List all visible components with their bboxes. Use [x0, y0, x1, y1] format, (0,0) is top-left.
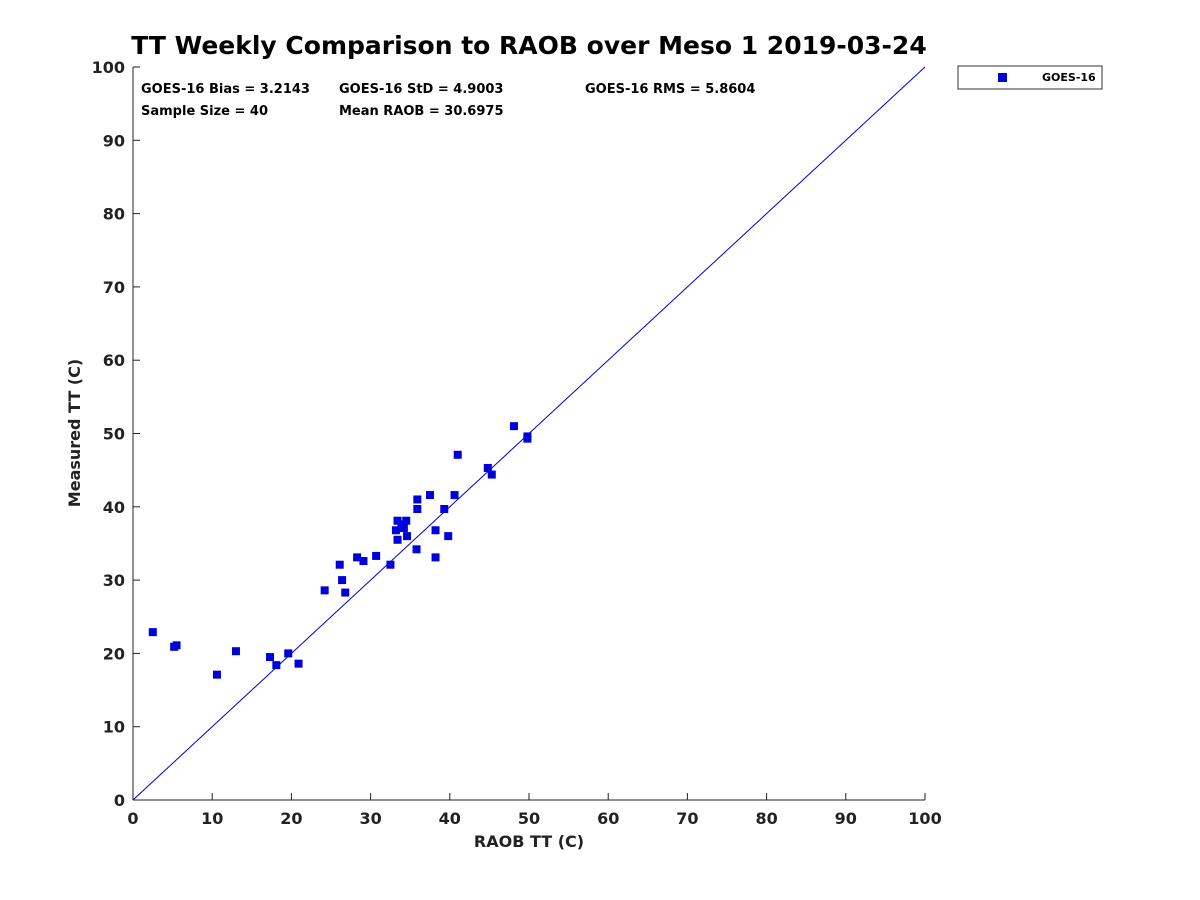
data-point — [398, 521, 407, 530]
x-tick-label: 50 — [518, 809, 540, 828]
y-tick-label: 80 — [103, 205, 125, 224]
x-tick-label: 0 — [127, 809, 138, 828]
data-point — [412, 545, 421, 554]
x-tick-label: 40 — [439, 809, 461, 828]
x-tick-label: 10 — [201, 809, 223, 828]
data-point — [444, 532, 453, 541]
x-tick-label: 60 — [597, 809, 619, 828]
data-point — [338, 576, 347, 585]
y-tick-label: 30 — [103, 571, 125, 590]
data-point — [294, 659, 303, 668]
y-tick-label: 70 — [103, 278, 125, 297]
stat-mean-raob: Mean RAOB = 30.6975 — [339, 104, 504, 119]
data-point — [426, 491, 434, 500]
data-point — [353, 553, 362, 562]
x-axis-label: RAOB TT (C) — [474, 832, 584, 851]
x-tick-label: 100 — [908, 809, 941, 828]
data-point — [284, 649, 293, 658]
data-point — [450, 491, 459, 500]
y-ticks: 0 10 20 30 40 50 60 70 80 90 100 — [92, 58, 140, 810]
y-tick-label: 10 — [103, 718, 125, 737]
data-point — [231, 647, 240, 656]
y-tick-label: 60 — [103, 351, 125, 370]
x-ticks: 0 10 20 30 40 50 60 70 80 90 100 — [127, 793, 942, 828]
chart-title: TT Weekly Comparison to RAOB over Meso 1… — [131, 31, 926, 60]
legend-label: GOES-16 — [1042, 71, 1096, 84]
stat-std: GOES-16 StD = 4.9003 — [339, 82, 503, 97]
data-point — [431, 553, 440, 562]
x-tick-label: 70 — [676, 809, 698, 828]
legend-box — [957, 65, 1103, 90]
data-point — [487, 470, 496, 479]
data-point — [341, 588, 350, 597]
data-point — [509, 422, 518, 431]
data-point — [266, 653, 275, 662]
x-tick-label: 30 — [359, 809, 381, 828]
data-point — [359, 557, 368, 566]
data-point — [413, 504, 422, 513]
data-point — [386, 560, 395, 569]
data-point — [453, 450, 462, 459]
data-points — [148, 422, 532, 679]
stats-box: GOES-16 Bias = 3.2143 GOES-16 StD = 4.90… — [141, 82, 755, 119]
data-point — [172, 641, 181, 650]
data-point — [431, 526, 440, 535]
data-point — [440, 504, 449, 513]
y-tick-label: 90 — [103, 131, 125, 150]
stat-rms: GOES-16 RMS = 5.8604 — [585, 82, 755, 97]
y-axis-label: Measured TT (C) — [65, 359, 84, 507]
stat-bias: GOES-16 Bias = 3.2143 — [141, 82, 310, 97]
y-tick-label: 40 — [103, 498, 125, 517]
data-point — [413, 495, 422, 504]
data-point — [523, 432, 532, 441]
data-point — [320, 586, 329, 595]
data-point — [393, 535, 402, 544]
data-point — [335, 560, 344, 569]
data-point — [483, 463, 492, 472]
data-point — [272, 661, 281, 670]
y-tick-label: 0 — [114, 791, 125, 810]
y-tick-label: 50 — [103, 425, 125, 444]
data-point — [403, 532, 412, 541]
data-point — [212, 670, 221, 679]
x-tick-label: 20 — [280, 809, 302, 828]
y-tick-label: 20 — [103, 644, 125, 663]
data-point — [391, 526, 400, 535]
legend: GOES-16 — [957, 65, 1103, 90]
legend-marker-square-icon — [998, 73, 1007, 82]
data-point — [148, 628, 157, 637]
x-tick-label: 80 — [755, 809, 777, 828]
y-tick-label: 100 — [92, 58, 125, 77]
data-point — [372, 551, 381, 560]
stat-sample-size: Sample Size = 40 — [141, 104, 268, 119]
data-point — [402, 516, 411, 525]
x-tick-label: 90 — [835, 809, 857, 828]
